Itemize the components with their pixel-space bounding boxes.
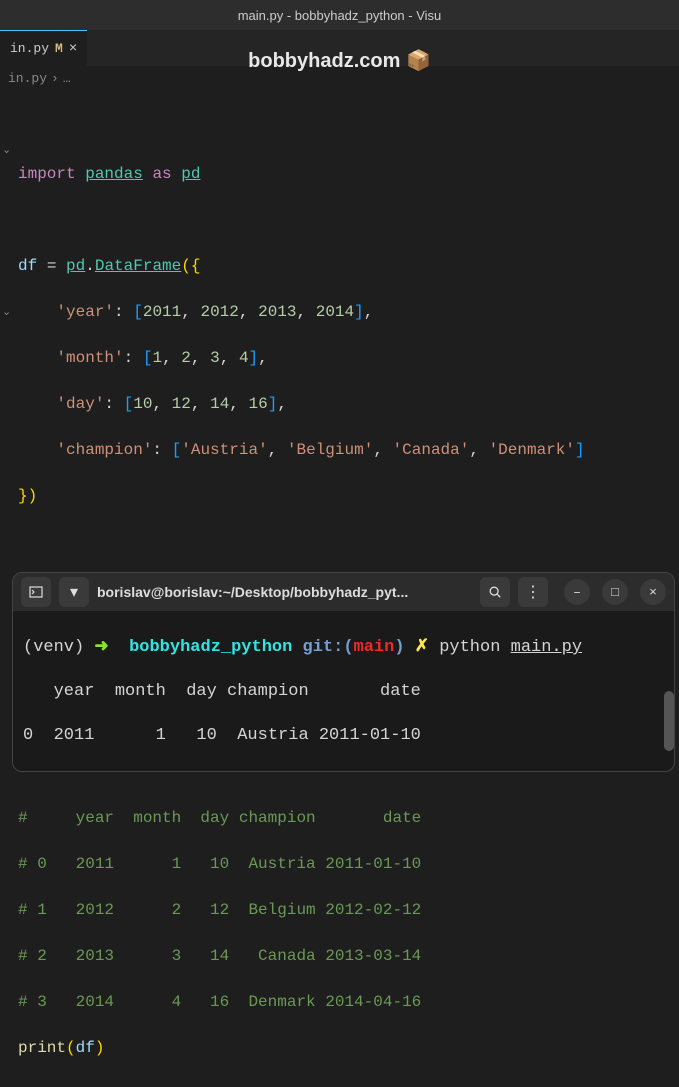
close-icon[interactable]: × bbox=[69, 41, 77, 57]
tab-filename: in.py bbox=[10, 41, 49, 56]
menu-icon: ⋮ bbox=[525, 582, 541, 602]
editor-tab-main[interactable]: in.py M × bbox=[0, 30, 87, 66]
code-line: import pandas as pd bbox=[18, 163, 679, 186]
breadcrumb-file: in.py bbox=[8, 71, 47, 86]
maximize-button[interactable]: □ bbox=[602, 579, 628, 605]
window-titlebar: main.py - bobbyhadz_python - Visu bbox=[0, 0, 679, 30]
breadcrumb[interactable]: in.py › … bbox=[0, 66, 679, 90]
minimize-button[interactable]: – bbox=[564, 579, 590, 605]
code-line: 'day': [10, 12, 14, 16], bbox=[18, 393, 679, 416]
breadcrumb-separator: › bbox=[51, 71, 59, 86]
chevron-down-icon: ▾ bbox=[70, 582, 78, 602]
dropdown-button[interactable]: ▾ bbox=[59, 577, 89, 607]
close-icon: × bbox=[649, 585, 657, 600]
code-comment: # 1 2012 2 12 Belgium 2012-02-12 bbox=[18, 899, 679, 922]
window-controls: – □ × bbox=[564, 579, 666, 605]
code-line bbox=[18, 531, 679, 554]
minimize-icon: – bbox=[573, 585, 581, 600]
code-line: 'month': [1, 2, 3, 4], bbox=[18, 347, 679, 370]
menu-button[interactable]: ⋮ bbox=[518, 577, 548, 607]
terminal-title: borislav@borislav:~/Desktop/bobbyhadz_py… bbox=[97, 584, 472, 600]
code-line: }) bbox=[18, 485, 679, 508]
fold-icon[interactable]: ⌄ bbox=[2, 302, 11, 325]
close-button[interactable]: × bbox=[640, 579, 666, 605]
terminal-icon bbox=[28, 584, 44, 600]
code-line: print(df) bbox=[18, 1037, 679, 1060]
code-comment: # 2 2013 3 14 Canada 2013-03-14 bbox=[18, 945, 679, 968]
terminal-output: 1 2012 2 12 Belgium 2012-02-12 bbox=[23, 769, 664, 772]
code-comment: # 3 2014 4 16 Denmark 2014-04-16 bbox=[18, 991, 679, 1014]
terminal-line: (venv) ➜ bobbyhadz_python git:(main) ✗ p… bbox=[23, 637, 664, 659]
terminal-window: ▾ borislav@borislav:~/Desktop/bobbyhadz_… bbox=[12, 572, 675, 772]
terminal-scrollbar[interactable] bbox=[664, 613, 674, 771]
terminal-output: 0 2011 1 10 Austria 2011-01-10 bbox=[23, 725, 664, 747]
search-button[interactable] bbox=[480, 577, 510, 607]
window-title: main.py - bobbyhadz_python - Visu bbox=[238, 8, 442, 23]
code-line: df = pd.DataFrame({ bbox=[18, 255, 679, 278]
breadcrumb-more: … bbox=[63, 71, 71, 86]
code-comment: # 0 2011 1 10 Austria 2011-01-10 bbox=[18, 853, 679, 876]
terminal-header[interactable]: ▾ borislav@borislav:~/Desktop/bobbyhadz_… bbox=[13, 573, 674, 611]
new-tab-button[interactable] bbox=[21, 577, 51, 607]
code-line bbox=[18, 209, 679, 232]
search-icon bbox=[488, 585, 502, 599]
code-line: 'year': [2011, 2012, 2013, 2014], bbox=[18, 301, 679, 324]
terminal-body[interactable]: (venv) ➜ bobbyhadz_python git:(main) ✗ p… bbox=[13, 611, 674, 772]
tab-modified-indicator: M bbox=[55, 41, 63, 56]
tab-bar: in.py M × bbox=[0, 30, 679, 66]
fold-icon[interactable]: ⌄ bbox=[2, 140, 11, 163]
maximize-icon: □ bbox=[611, 585, 619, 600]
code-comment: # year month day champion date bbox=[18, 807, 679, 830]
code-line: 'champion': ['Austria', 'Belgium', 'Cana… bbox=[18, 439, 679, 462]
terminal-output: year month day champion date bbox=[23, 681, 664, 703]
scroll-thumb[interactable] bbox=[664, 691, 674, 751]
